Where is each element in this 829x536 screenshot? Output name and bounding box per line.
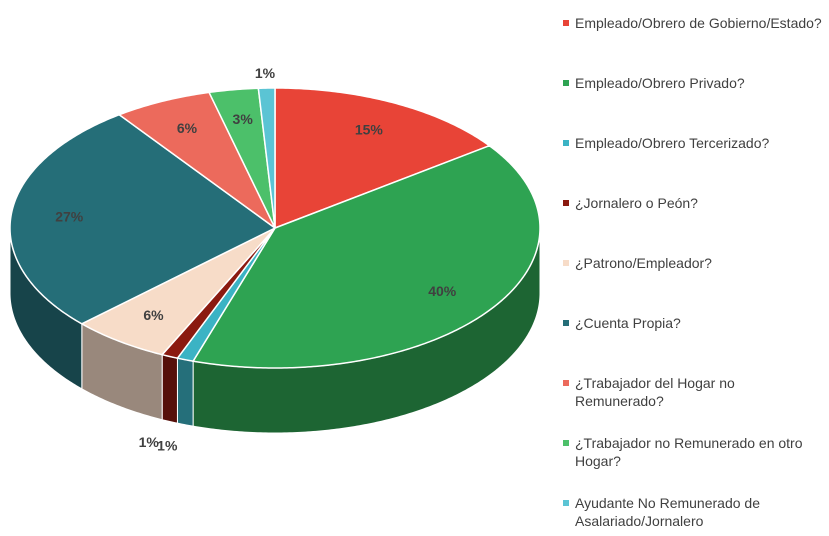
data-label: 6% bbox=[143, 307, 164, 323]
legend-item: ¿Trabajador del Hogar no Remunerado? bbox=[563, 374, 825, 410]
pie-slice bbox=[274, 87, 491, 230]
data-label: 40% bbox=[428, 283, 457, 299]
legend-item: Ayudante No Remunerado de Asalariado/Jor… bbox=[563, 494, 825, 530]
data-label: 15% bbox=[355, 121, 384, 137]
slice-side bbox=[176, 357, 194, 427]
slice-side bbox=[161, 354, 178, 424]
legend-label: Ayudante No Remunerado de Asalariado/Jor… bbox=[575, 495, 760, 529]
legend-swatch bbox=[563, 140, 569, 146]
legend-label: Empleado/Obrero Tercerizado? bbox=[575, 135, 770, 151]
legend-swatch bbox=[563, 320, 569, 326]
legend-swatch bbox=[563, 440, 569, 446]
legend-swatch bbox=[563, 200, 569, 206]
legend-item: ¿Patrono/Empleador? bbox=[563, 254, 825, 272]
data-label: 3% bbox=[233, 111, 254, 127]
pie-slice bbox=[207, 87, 276, 229]
legend-swatch bbox=[563, 260, 569, 266]
legend-item: ¿Cuenta Propia? bbox=[563, 314, 825, 332]
data-label: 1% bbox=[157, 437, 178, 453]
legend-label: ¿Trabajador del Hogar no Remunerado? bbox=[575, 375, 735, 409]
legend-label: ¿Jornalero o Peón? bbox=[575, 195, 698, 211]
data-label: 1% bbox=[255, 65, 276, 81]
legend-label: Empleado/Obrero Privado? bbox=[575, 75, 745, 91]
pie-slice bbox=[117, 91, 276, 229]
legend-item: ¿Trabajador no Remunerado en otro Hogar? bbox=[563, 434, 825, 470]
legend-swatch bbox=[563, 380, 569, 386]
pie-slice bbox=[9, 113, 277, 325]
legend-label: ¿Trabajador no Remunerado en otro Hogar? bbox=[575, 435, 803, 469]
pie-slice bbox=[191, 144, 541, 369]
legend-item: Empleado/Obrero Tercerizado? bbox=[563, 134, 825, 152]
legend-label: Empleado/Obrero de Gobierno/Estado? bbox=[575, 15, 822, 31]
legend-item: Empleado/Obrero Privado? bbox=[563, 74, 825, 92]
legend-item: Empleado/Obrero de Gobierno/Estado? bbox=[563, 14, 825, 32]
legend-label: ¿Cuenta Propia? bbox=[575, 315, 681, 331]
legend-label: ¿Patrono/Empleador? bbox=[575, 255, 712, 271]
pie-slice bbox=[80, 227, 276, 356]
legend-swatch bbox=[563, 20, 569, 26]
data-label: 1% bbox=[139, 434, 160, 450]
legend-item: ¿Jornalero o Peón? bbox=[563, 194, 825, 212]
pie-slice bbox=[257, 87, 276, 229]
legend-swatch bbox=[563, 80, 569, 86]
data-label: 6% bbox=[177, 120, 198, 136]
data-label: 27% bbox=[55, 208, 84, 224]
legend-swatch bbox=[563, 500, 569, 506]
